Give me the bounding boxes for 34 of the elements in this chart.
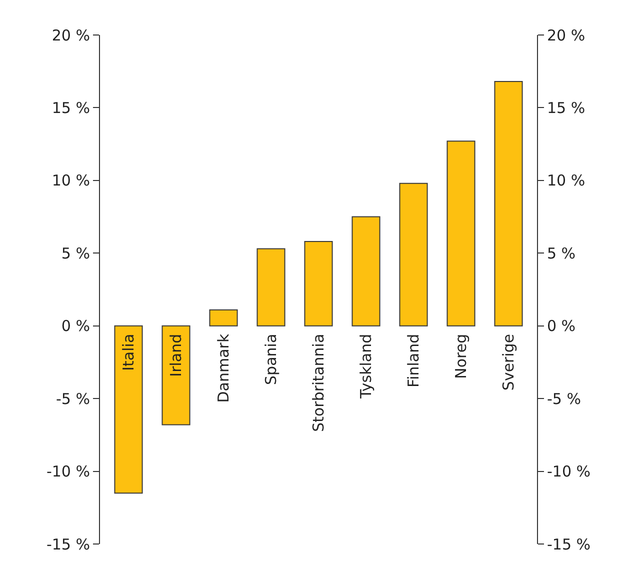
y2-tick-label: 0 % xyxy=(547,317,576,336)
bar xyxy=(256,248,286,326)
x-tick-label: Italia xyxy=(119,334,138,371)
y2-tick-label: -10 % xyxy=(547,462,591,481)
bar xyxy=(446,140,476,326)
x-tick-label: Finland xyxy=(404,334,422,388)
bar xyxy=(494,81,523,326)
x-tick-label: Spania xyxy=(262,334,280,385)
x-tick-label: Danmark xyxy=(214,334,232,403)
bar xyxy=(352,216,380,326)
bar xyxy=(162,325,190,426)
y2-tick-label: -5 % xyxy=(547,390,581,408)
bar xyxy=(399,182,428,326)
x-tick-label: Sverige xyxy=(499,334,518,391)
x-tick-label: Storbritannia xyxy=(309,334,328,432)
y2-tick-label: 10 % xyxy=(547,172,586,190)
x-tick-label: Irland xyxy=(166,334,185,377)
y-tick-label: -5 % xyxy=(56,390,90,408)
y2-tick-label: 20 % xyxy=(547,26,586,44)
bar xyxy=(304,241,333,326)
y2-tick-label: -15 % xyxy=(547,535,591,554)
x-tick-label: Noreg xyxy=(452,334,470,379)
bar xyxy=(209,309,238,326)
y-tick-label: -10 % xyxy=(46,462,90,481)
y-tick-label: -15 % xyxy=(46,535,90,554)
y-tick-label: 10 % xyxy=(52,172,90,190)
y2-tick-label: 5 % xyxy=(547,244,576,262)
y2-tick-label: 15 % xyxy=(547,98,586,117)
y-tick-label: 20 % xyxy=(52,26,90,44)
y-tick-label: 15 % xyxy=(52,98,90,117)
x-tick-label: Tyskland xyxy=(356,334,375,400)
y-tick-label: 5 % xyxy=(61,244,90,262)
bar xyxy=(114,325,143,494)
y-tick-label: 0 % xyxy=(61,317,90,336)
